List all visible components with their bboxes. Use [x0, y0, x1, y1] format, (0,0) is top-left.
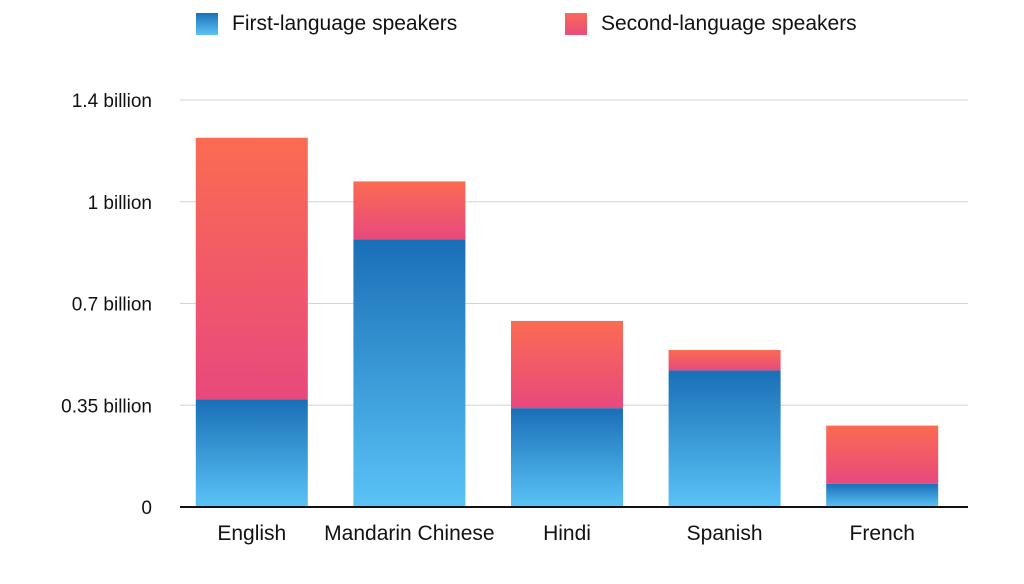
bar-segment-first-language — [353, 239, 466, 508]
bar-segment-first-language — [668, 370, 781, 507]
x-category-label: French — [850, 522, 915, 545]
bars — [195, 137, 939, 508]
x-category-label: Hindi — [543, 522, 591, 545]
legend-swatch-second-language — [565, 13, 587, 35]
legend-label-second-language: Second-language speakers — [601, 12, 857, 35]
bar-segment-first-language — [195, 399, 308, 507]
grid-lines — [180, 99, 968, 406]
x-category-label: English — [217, 522, 286, 545]
legend-label-first-language: First-language speakers — [232, 12, 458, 35]
y-tick-label: 0.7 billion — [72, 295, 152, 316]
bar-segment-second-language — [511, 320, 623, 409]
bar-segment-second-language — [826, 425, 939, 484]
legend-swatch-first-language — [196, 13, 218, 35]
bar-segment-first-language — [826, 483, 939, 507]
bar-segment-first-language — [511, 408, 623, 507]
y-tick-label: 0.35 billion — [61, 396, 152, 417]
chart-legend: First-language speakers Second-language … — [0, 12, 1024, 42]
bar-segment-second-language — [668, 350, 781, 371]
y-tick-label: 0 — [141, 498, 152, 519]
x-category-label: Spanish — [687, 522, 763, 545]
legend-item-second-language: Second-language speakers — [565, 12, 857, 36]
axes: 0 0.35 billion 0.7 billion 1 billion 1.4 bil… — [61, 91, 968, 545]
bar-segment-second-language — [353, 181, 466, 240]
y-tick-label: 1 billion — [88, 193, 152, 214]
legend-item-first-language: First-language speakers — [196, 12, 457, 36]
bar-segment-second-language — [195, 137, 308, 400]
y-tick-label: 1.4 billion — [72, 91, 152, 112]
x-category-label: Mandarin Chinese — [324, 522, 494, 545]
